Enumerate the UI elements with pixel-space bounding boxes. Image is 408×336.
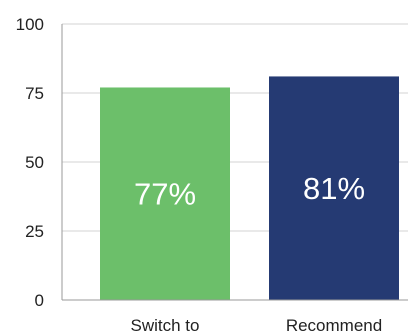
x-category-label: Recommend [286,316,382,335]
labels: 0 25 50 75 100 77% Switch to 81% Recommend [16,15,383,335]
data-label: 81% [303,171,365,206]
bar-switch-to [100,87,230,300]
y-tick-label: 25 [25,222,44,241]
y-tick-label: 50 [25,153,44,172]
y-tick-label: 0 [35,291,44,310]
data-label: 77% [134,177,196,212]
y-tick-label: 100 [16,15,44,34]
y-axis [61,24,408,301]
bar-recommend [269,76,399,300]
bars [100,76,399,300]
y-tick-label: 75 [25,84,44,103]
x-category-label: Switch to [131,316,200,335]
